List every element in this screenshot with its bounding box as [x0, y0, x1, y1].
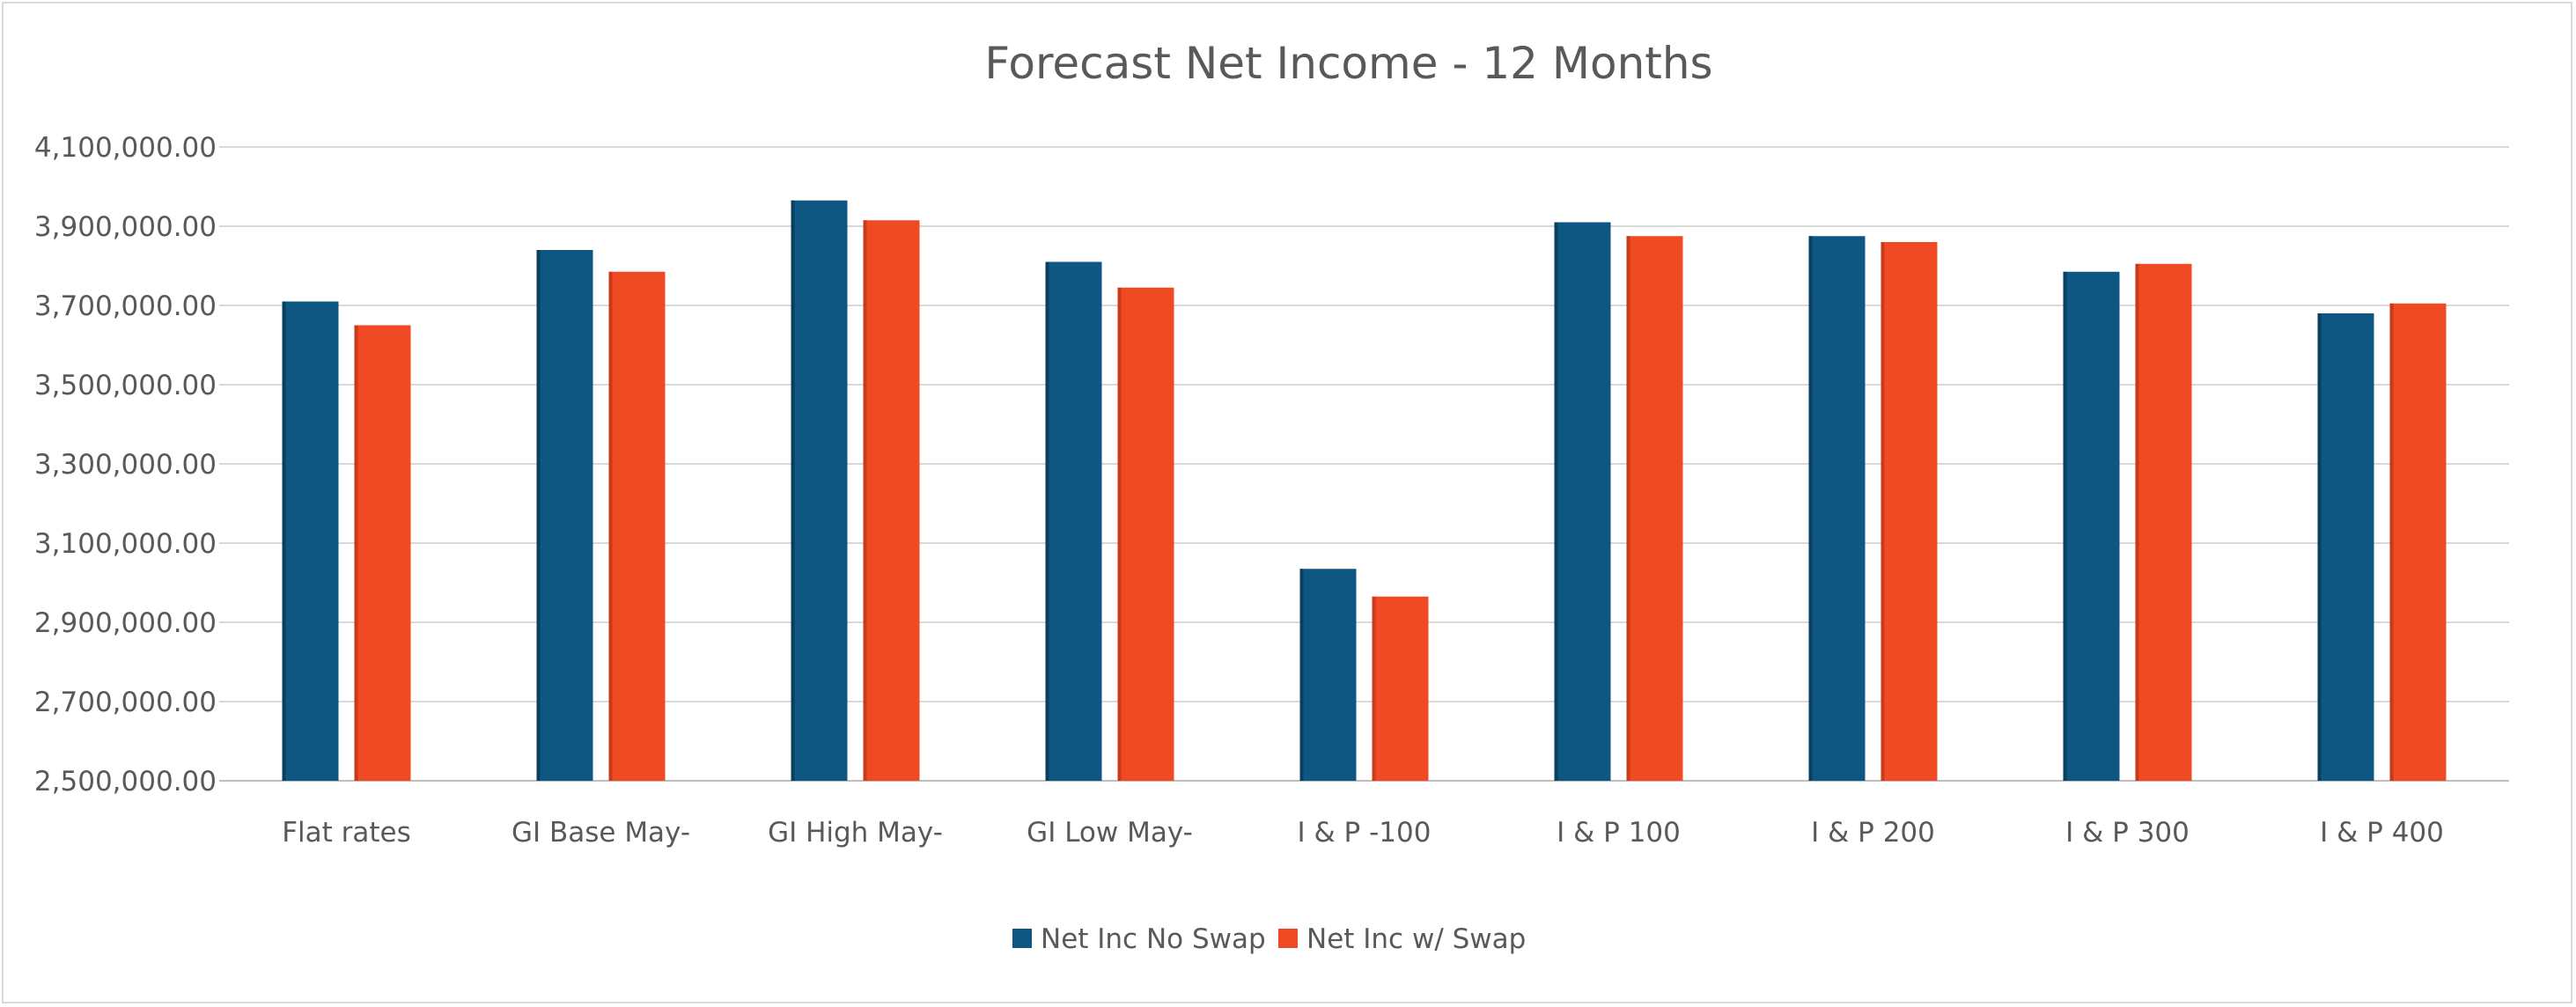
bar-with-swap: [1880, 242, 1938, 781]
bar-edge: [2389, 303, 2394, 781]
x-axis-ticks: Flat rates GI Base May- GI High May- GI Low…: [282, 817, 2444, 849]
bar-edge: [282, 301, 286, 781]
bar-edge: [2063, 271, 2067, 781]
y-tick-label: 2,900,000.00: [34, 607, 217, 639]
y-tick-label: 3,900,000.00: [34, 211, 217, 243]
legend-label: Net Inc No Swap: [1041, 923, 1266, 955]
bar-with-swap: [2389, 303, 2447, 781]
bar-no-swap: [1045, 261, 1102, 781]
bar-no-swap: [1554, 222, 1611, 781]
bar-no-swap: [536, 250, 593, 781]
chart-title: Forecast Net Income - 12 Months: [984, 38, 1712, 89]
bar-no-swap: [1808, 236, 1866, 781]
y-tick-label: 2,500,000.00: [34, 766, 217, 798]
x-tick-label: I & P -100: [1298, 817, 1432, 849]
x-tick-label: GI Base May-: [512, 817, 690, 849]
bar-edge: [2317, 313, 2322, 781]
bar-edge: [536, 250, 541, 781]
bar-with-swap: [1626, 236, 1683, 781]
x-tick-label: GI Low May-: [1027, 817, 1193, 849]
bar-with-swap: [1372, 596, 1429, 781]
y-tick-label: 2,700,000.00: [34, 687, 217, 718]
y-tick-label: 4,100,000.00: [34, 132, 217, 164]
bar-edge: [1626, 236, 1630, 781]
x-tick-label: I & P 400: [2320, 817, 2444, 849]
bar-edge: [2135, 263, 2139, 781]
y-tick-label: 3,700,000.00: [34, 290, 217, 322]
bar-with-swap: [863, 220, 920, 781]
bar-no-swap: [282, 301, 339, 781]
legend-swatch: [1012, 929, 1032, 948]
bar-no-swap: [2063, 271, 2120, 781]
y-tick-label: 3,300,000.00: [34, 449, 217, 481]
bars: [282, 200, 2447, 781]
x-tick-label: I & P 300: [2065, 817, 2190, 849]
bar-edge: [354, 325, 358, 781]
bar-edge: [1372, 596, 1376, 781]
bar-with-swap: [1117, 287, 1174, 781]
bar-edge: [863, 220, 867, 781]
bar-edge: [1117, 287, 1122, 781]
bar-edge: [1045, 261, 1049, 781]
bar-no-swap: [1299, 569, 1357, 781]
bar-edge: [791, 200, 795, 781]
bar-edge: [1299, 569, 1304, 781]
bar-no-swap: [2317, 313, 2374, 781]
legend-label: Net Inc w/ Swap: [1306, 923, 1526, 955]
bar-edge: [1808, 236, 1813, 781]
bar-with-swap: [2135, 263, 2192, 781]
legend-swatch: [1278, 929, 1298, 948]
bar-edge: [1880, 242, 1885, 781]
bar-with-swap: [354, 325, 411, 781]
x-tick-label: I & P 100: [1557, 817, 1681, 849]
legend: Net Inc No Swap Net Inc w/ Swap: [1012, 923, 1526, 955]
bar-with-swap: [608, 271, 666, 781]
gridlines: [219, 146, 2509, 782]
bar-no-swap: [791, 200, 848, 781]
y-axis-ticks: 2,500,000.00 2,700,000.00 2,900,000.00 3,10…: [34, 132, 217, 798]
y-tick-label: 3,500,000.00: [34, 370, 217, 401]
y-tick-label: 3,100,000.00: [34, 528, 217, 560]
bar-edge: [1554, 222, 1558, 781]
bar-chart: Forecast Net Income - 12 Months 2,500,00…: [34, 38, 2509, 955]
bar-edge: [608, 271, 613, 781]
x-tick-label: Flat rates: [282, 817, 411, 849]
x-tick-label: I & P 200: [1811, 817, 1935, 849]
x-tick-label: GI High May-: [768, 817, 943, 849]
